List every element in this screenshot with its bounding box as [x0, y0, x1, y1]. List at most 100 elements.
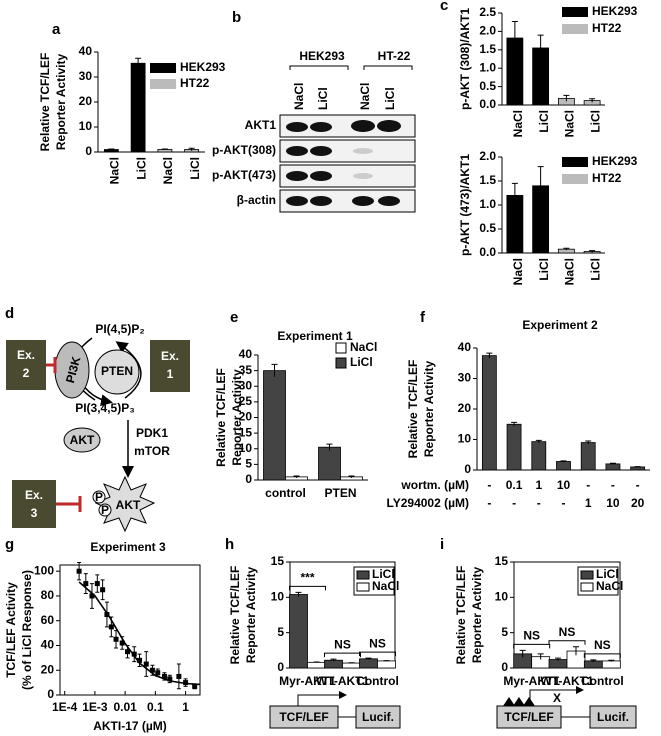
error-bar	[365, 657, 372, 660]
x-axis-label: AKTI-17 (µM)	[93, 719, 167, 733]
legend-swatch	[335, 357, 347, 369]
y-tick-label: 0	[245, 472, 252, 486]
x-tick-label: -	[487, 478, 491, 492]
point	[108, 624, 114, 630]
bar	[481, 355, 497, 471]
y-tick-label: 20	[41, 662, 55, 676]
y-tick-label: 1.5	[479, 42, 496, 56]
point	[113, 636, 119, 642]
x-tick-label: 1	[535, 478, 542, 492]
error-bar	[537, 653, 544, 660]
y-axis-label: Relative TCF/LEF	[38, 53, 52, 152]
legend-label: HEK293	[592, 4, 638, 18]
y-tick-label: 30	[239, 378, 253, 392]
inhibition	[56, 496, 82, 512]
bar	[130, 62, 146, 153]
error-bar	[295, 591, 302, 597]
y-axis-label: (% of LiCl Response)	[20, 570, 34, 690]
y-axis-label: Relative TCF/LEF	[214, 368, 228, 467]
point	[161, 673, 167, 679]
blot-group: HT-22	[378, 49, 411, 63]
bracket	[583, 653, 621, 658]
experiment-box	[6, 340, 46, 390]
y-axis-label: TCF/LEF Activity	[4, 582, 18, 678]
bar	[605, 463, 621, 471]
panel-label: h	[225, 536, 234, 553]
error-bar	[563, 247, 570, 251]
y-tick-label: 10	[271, 590, 285, 604]
y-tick-label: 0	[501, 660, 508, 674]
x-tick-label: 0.1	[506, 478, 523, 492]
y-tick-label: 15	[495, 554, 509, 568]
y-axis-label: Reporter Activity	[230, 369, 244, 466]
blot-row-label: p-AKT(308)	[212, 143, 276, 157]
x-tick-label: 0.01	[113, 700, 137, 714]
x-row-label: wortm. (µM)	[400, 478, 469, 492]
lane-label: LiCl	[316, 87, 330, 110]
error-bar	[609, 462, 616, 465]
y-tick-label: 25	[239, 394, 253, 408]
construct: TCF/LEF Lucif.	[269, 691, 401, 729]
legend-swatch	[580, 582, 594, 592]
y-axis-label: Relative TCF/LEF	[454, 566, 468, 665]
legend-label: HT22	[592, 171, 622, 185]
y-tick-label: 0	[277, 660, 284, 674]
node-label: PDK1	[136, 426, 168, 440]
axes	[476, 348, 650, 471]
panel-label: i	[440, 536, 444, 553]
x-tick-label: 0.1	[147, 700, 164, 714]
bar	[289, 594, 308, 669]
node-label: PI(3,4,5)P₃	[75, 401, 135, 415]
x-tick-label: LiCl	[134, 157, 148, 180]
legend-swatch	[150, 79, 176, 89]
y-tick-label: 10	[239, 441, 253, 455]
y-tick-label: 0.0	[479, 245, 496, 259]
x-tick-label: -	[636, 478, 640, 492]
phospho	[92, 490, 106, 504]
x-tick-label: -	[562, 496, 566, 510]
bar	[342, 662, 361, 669]
x-tick-label: LiCl	[188, 157, 202, 180]
error-bar	[188, 147, 195, 151]
blot-strip	[279, 139, 416, 163]
blot-strip	[279, 164, 416, 188]
legend-label: HEK293	[180, 60, 226, 74]
x-tick-label: 10	[557, 478, 571, 492]
x-tick-label: 1E-3	[82, 700, 108, 714]
annotation: NS	[334, 637, 351, 651]
x-tick-label: NaCl	[161, 157, 175, 184]
point	[183, 680, 189, 686]
error-bar	[348, 662, 355, 664]
fit-curve	[78, 581, 201, 686]
legend-swatch	[562, 157, 588, 167]
point	[94, 581, 100, 587]
x-tick-label: NaCl	[108, 157, 122, 184]
annotation: NS	[594, 638, 611, 652]
point	[76, 568, 82, 574]
legend-label: NaCl	[350, 340, 377, 354]
x-tick-label: Myr-AKT1	[279, 674, 336, 688]
block-mark: X	[553, 691, 561, 705]
y-tick-label: 10	[79, 119, 93, 133]
x-tick-label: LiCl	[537, 110, 551, 133]
lane-label: NaCl	[292, 83, 306, 110]
y-tick-label: 2.5	[479, 5, 496, 19]
y-tick-label: 20	[239, 410, 253, 424]
error-bar	[383, 660, 390, 662]
group-bracket	[289, 65, 413, 70]
active-akt	[94, 475, 156, 533]
annotation: NS	[523, 629, 540, 643]
point	[167, 676, 173, 682]
annotation: ***	[300, 571, 314, 585]
error-bar	[608, 659, 615, 662]
y-tick-label: 60	[41, 613, 55, 627]
error-bar	[330, 658, 337, 662]
error-bar	[348, 475, 355, 478]
point	[192, 683, 198, 689]
blot-strip	[279, 114, 416, 138]
x-tick-label: Control	[581, 674, 624, 688]
experiment-label: Ex.	[25, 488, 43, 502]
error-bar	[161, 148, 168, 150]
node-label: PTEN	[101, 364, 133, 378]
x-tick-label: Myr-AKT1	[503, 674, 560, 688]
